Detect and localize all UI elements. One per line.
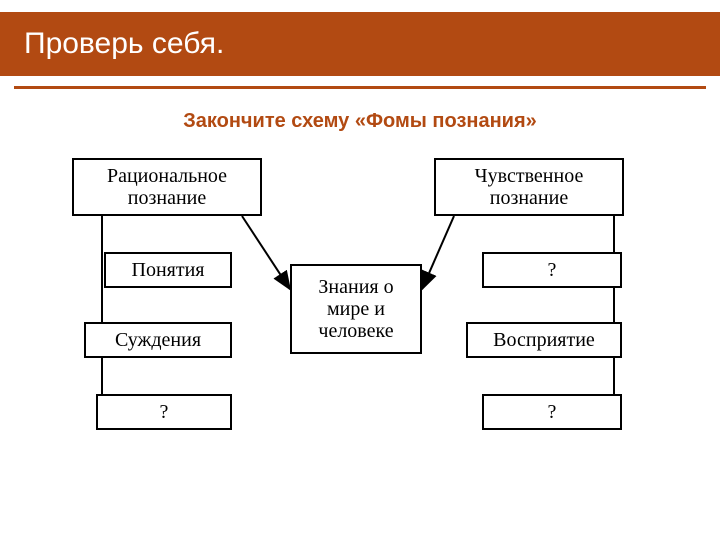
accent-line (14, 86, 706, 89)
node-center: Знания омире ичеловеке (290, 264, 422, 354)
node-right_q2: ? (482, 394, 622, 430)
node-left_q: ? (96, 394, 232, 430)
subtitle: Закончите схему «Фомы познания» (0, 110, 720, 133)
node-rational: Рациональноепознание (72, 158, 262, 216)
node-poniatiya: Понятия (104, 252, 232, 288)
header-band: Проверь себя. (0, 12, 720, 76)
node-sensory: Чувственноепознание (434, 158, 624, 216)
slide-title: Проверь себя. (24, 27, 224, 61)
node-suzhdeniya: Суждения (84, 322, 232, 358)
node-vospriyatie: Восприятие (466, 322, 622, 358)
diagram: Рациональноепознание Понятия Суждения? Чувс… (42, 150, 678, 470)
node-right_q1: ? (482, 252, 622, 288)
slide: Проверь себя. Закончите схему «Фомы позн… (0, 0, 720, 540)
